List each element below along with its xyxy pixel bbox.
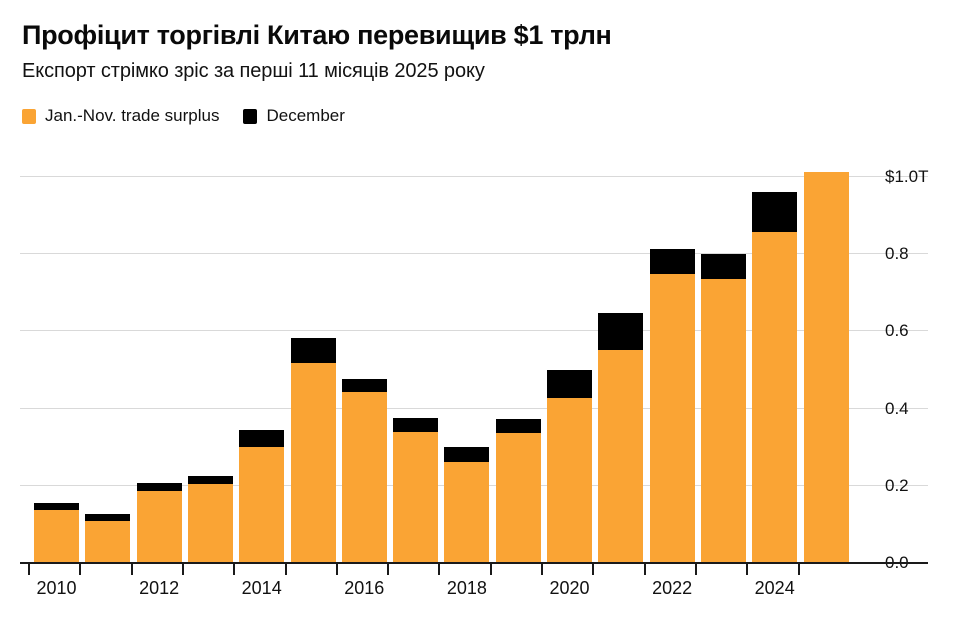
legend-label-jan-nov: Jan.-Nov. trade surplus [45,106,220,125]
x-axis-tick [130,564,133,575]
bar-2011[interactable] [85,176,131,562]
x-axis-tick [284,564,287,575]
bar-segment-december [495,418,541,434]
bar-2012[interactable] [136,176,182,562]
gridline-0.6 [20,330,928,332]
bar-segment-december [290,337,336,363]
x-axis-tick [438,564,441,575]
y-axis-tick-label: $1.0T [885,167,929,186]
bar-2018[interactable] [444,176,490,562]
bar-segment-jan-nov [495,433,541,562]
x-axis-tick-label: 2014 [241,578,282,598]
x-axis-tick [541,564,543,575]
x-axis-tick [694,564,697,575]
x-axis-tick [797,564,800,575]
legend-item-jan-nov[interactable]: Jan.-Nov. trade surplus [22,106,219,126]
bar-2014[interactable] [239,176,285,562]
bar-segment-december [598,312,644,350]
bar-segment-december [547,369,592,398]
bars-group [34,172,892,562]
bar-segment-december [239,429,285,448]
bar-segment-jan-nov [85,520,131,562]
x-axis-tick-label: 2012 [139,578,180,598]
chart-plot-area: 0.0 0.2 0.4 0.6 0.8 $1.0T 2010 2012 2014 2016 201… [20,168,928,598]
chart-legend: Jan.-Nov. trade surplus December [22,106,345,126]
bar-segment-jan-nov [136,490,182,562]
bar-segment-jan-nov [752,231,798,562]
legend-item-december[interactable]: December [243,106,345,126]
bar-segment-december [85,513,131,521]
x-axis-tick [233,564,236,575]
bar-segment-december [649,249,695,275]
bar-2010[interactable] [34,176,79,562]
bar-segment-december [444,446,490,463]
bar-2019[interactable] [495,176,541,562]
square-swatch-icon [243,108,258,124]
x-axis-tick-label: 2010 [36,578,77,598]
square-swatch-icon [22,108,36,124]
x-axis-tick-label: 2018 [446,578,487,598]
bar-segment-jan-nov [700,278,746,562]
gridline-0.8 [20,253,928,255]
legend-label-december: December [266,106,345,125]
bar-segment-december [700,254,746,279]
x-axis-tick [643,564,646,575]
bar-2015[interactable] [290,176,336,562]
page-subtitle: Експорт стрімко зріс за перші 11 місяців… [22,60,485,82]
x-axis-tick-label: 2020 [549,578,590,598]
x-axis-tick-label: 2022 [652,578,693,598]
bar-segment-jan-nov [239,447,285,562]
x-axis-tick [387,564,390,575]
bar-2024[interactable] [752,176,798,562]
x-axis-tick [28,564,30,575]
bar-segment-december [187,475,233,485]
x-axis-tick-label: 2024 [754,578,795,598]
bar-2021[interactable] [598,176,644,562]
x-axis-tick-label: 2016 [344,578,385,598]
x-axis-tick [489,564,492,575]
bar-segment-jan-nov [649,274,695,562]
bar-segment-jan-nov [393,431,439,562]
bar-2017[interactable] [393,176,439,562]
page-title: Профіцит торгівлі Китаю перевищив $1 трл… [22,20,612,50]
bar-segment-december [136,482,182,491]
bar-segment-december [341,378,387,392]
x-axis-tick [181,564,184,575]
bar-segment-jan-nov [444,462,490,562]
bar-segment-december [752,191,798,232]
gridline-$1.0T [20,176,928,177]
y-axis-tick-label: 0.4 [885,398,909,418]
bar-segment-jan-nov [803,172,849,562]
bar-segment-jan-nov [341,391,387,562]
x-axis-tick [79,564,82,575]
bar-segment-jan-nov [598,349,644,562]
bar-2016[interactable] [341,176,387,562]
y-axis-tick-label: 0.6 [885,321,909,341]
bar-2013[interactable] [187,176,233,562]
bar-segment-jan-nov [187,484,233,562]
bar-segment-jan-nov [34,509,79,562]
bar-segment-december [34,503,79,510]
bar-2025[interactable] [803,172,849,562]
x-axis-tick [746,564,749,575]
bar-2020[interactable] [547,176,592,562]
bar-2022[interactable] [649,176,695,562]
bar-segment-jan-nov [290,362,336,562]
x-axis-tick [592,564,595,575]
gridline-0.4 [20,407,928,409]
bar-2023[interactable] [700,176,746,562]
chart-header: Профіцит торгівлі Китаю перевищив $1 трл… [22,18,922,84]
bar-segment-jan-nov [547,397,592,562]
x-axis-tick [335,564,338,575]
y-axis-tick-label: 0.2 [885,475,909,495]
y-axis-tick-label: 0.8 [885,244,909,264]
bar-segment-december [393,417,439,432]
x-axis-line [20,562,928,564]
